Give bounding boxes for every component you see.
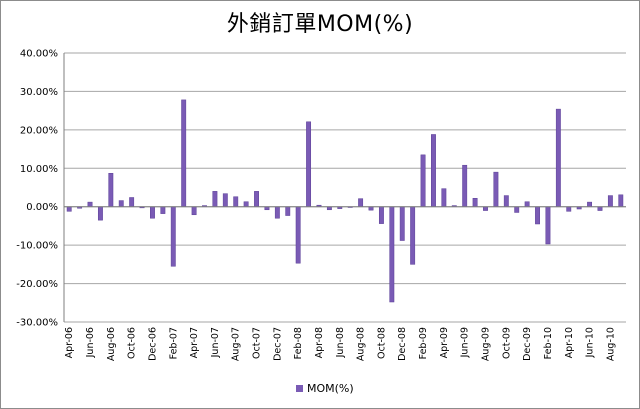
bar-Jul-06 — [97, 206, 103, 221]
x-tick-label: Oct-09 — [501, 327, 512, 359]
bar-Jul-07 — [222, 193, 228, 207]
bar-Sep-07 — [243, 201, 249, 207]
bar-Mar-07 — [181, 99, 187, 207]
bar-Jan-10 — [535, 206, 540, 225]
x-tick-label: Feb-07 — [168, 327, 179, 359]
bar-Apr-10 — [566, 206, 572, 212]
x-tick-label: Dec-07 — [272, 327, 283, 361]
bar-Feb-10 — [545, 206, 551, 245]
bar-Oct-08 — [378, 206, 384, 224]
x-tick-label: Jun-07 — [210, 327, 221, 358]
x-tick-label: Apr-07 — [189, 327, 200, 358]
bar-Jun-09 — [462, 164, 468, 207]
bar-series — [66, 99, 624, 303]
bar-Oct-07 — [254, 191, 259, 207]
bar-Jun-06 — [87, 201, 93, 207]
bar-Jul-10 — [597, 206, 603, 211]
bar-Jul-09 — [472, 198, 478, 207]
x-tick-label: Apr-09 — [439, 327, 450, 358]
bar-Apr-07 — [191, 206, 197, 216]
bar-Aug-09 — [483, 206, 488, 211]
x-tick-label: Apr-06 — [64, 327, 75, 358]
y-tick-label: 40.00% — [20, 49, 58, 60]
bar-Mar-08 — [306, 121, 312, 207]
bar-Nov-08 — [389, 206, 395, 303]
legend-swatch — [296, 385, 303, 392]
bar-Oct-09 — [503, 195, 509, 207]
legend: MOM(%) — [296, 382, 354, 395]
bar-Sep-06 — [118, 200, 124, 207]
x-tick-label: Jun-08 — [335, 327, 346, 358]
x-tick-label: Aug-07 — [231, 327, 242, 361]
bar-Dec-07 — [274, 206, 280, 219]
y-tick-label: 20.00% — [20, 125, 58, 136]
x-tick-label: Aug-09 — [481, 327, 492, 361]
bar-Jan-09 — [410, 206, 416, 265]
y-tick-label: 0.00% — [26, 202, 58, 213]
y-tick-label: 10.00% — [20, 164, 58, 175]
chart-title: 外銷訂單MOM(%) — [226, 12, 414, 37]
bar-Feb-08 — [295, 206, 301, 264]
gridlines — [64, 52, 626, 323]
bar-Oct-06 — [129, 197, 135, 207]
bar-Aug-06 — [108, 173, 114, 207]
y-tick-label: -30.00% — [16, 318, 58, 329]
bar-Nov-09 — [514, 206, 520, 213]
x-tick-label: Dec-08 — [397, 327, 408, 361]
bar-Mar-10 — [555, 108, 561, 207]
legend-label: MOM(%) — [307, 382, 354, 395]
x-tick-label: Oct-08 — [376, 327, 387, 359]
x-tick-label: Oct-06 — [127, 327, 138, 359]
bar-Sep-08 — [368, 206, 374, 211]
bar-Jan-08 — [285, 206, 291, 216]
x-tick-label: Dec-06 — [147, 327, 158, 361]
x-tick-label: Feb-10 — [543, 327, 554, 359]
bar-Jun-10 — [587, 201, 593, 207]
y-tick-label: 30.00% — [20, 87, 58, 98]
bar-Feb-07 — [170, 206, 176, 267]
bar-Apr-09 — [441, 188, 447, 207]
x-tick-label: Dec-09 — [522, 327, 533, 361]
bar-Jun-07 — [212, 191, 218, 207]
bar-Dec-09 — [524, 201, 530, 207]
x-tick-label: Oct-07 — [252, 327, 263, 359]
x-tick-label: Jun-06 — [85, 327, 96, 358]
x-tick-label: Apr-10 — [564, 327, 575, 358]
x-tick-label: Aug-10 — [605, 327, 616, 361]
x-tick-label: Jun-10 — [585, 327, 596, 358]
x-tick-label: Aug-08 — [356, 327, 367, 361]
x-tick-label: Feb-08 — [293, 327, 304, 359]
bar-Jan-07 — [160, 206, 166, 214]
bar-Dec-08 — [399, 206, 405, 241]
x-tick-label: Aug-06 — [106, 327, 117, 361]
bar-Aug-10 — [607, 195, 613, 207]
y-tick-label: -10.00% — [16, 241, 58, 252]
bar-Feb-09 — [420, 154, 426, 207]
bar-Apr-06 — [66, 206, 72, 212]
x-tick-labels: Apr-06 Jun-06 Aug-06 Oct-06 Dec-06 Feb-07 Apr-… — [64, 327, 616, 361]
bar-Aug-07 — [233, 196, 239, 207]
bar-Mar-09 — [431, 134, 436, 207]
x-tick-label: Jun-09 — [460, 327, 471, 358]
y-tick-labels: 40.00% 30.00% 20.00% 10.00% 0.00% -10.00% -20.… — [16, 49, 58, 329]
bar-Dec-06 — [150, 206, 155, 219]
axes — [63, 53, 626, 322]
x-tick-label: Apr-08 — [314, 327, 325, 358]
bar-Sep-09 — [493, 171, 499, 207]
bar-Aug-08 — [358, 198, 364, 207]
x-tick-label: Feb-09 — [418, 327, 429, 359]
bar-Sep-10 — [618, 194, 624, 207]
y-tick-label: -20.00% — [16, 279, 58, 290]
